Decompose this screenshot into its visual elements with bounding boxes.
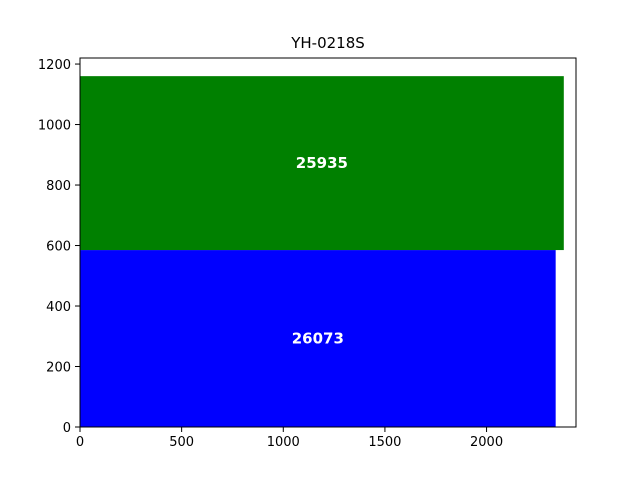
bar-label-26073: 26073 bbox=[292, 330, 344, 348]
x-tick-label: 0 bbox=[76, 435, 84, 450]
chart-title: YH-0218S bbox=[290, 34, 365, 52]
y-tick-label: 1000 bbox=[38, 119, 71, 134]
y-tick-label: 200 bbox=[46, 361, 71, 376]
bar-label-25935: 25935 bbox=[296, 154, 348, 172]
x-tick-label: 2000 bbox=[470, 435, 503, 450]
bar-25935 bbox=[80, 76, 564, 251]
y-tick-label: 0 bbox=[63, 421, 71, 436]
y-tick-label: 400 bbox=[46, 300, 71, 315]
y-tick-label: 1200 bbox=[38, 58, 71, 73]
plot-area: 26073 25935 0 500 1000 1500 2000 0 200 400 600 800 1… bbox=[38, 57, 577, 450]
axes-frame bbox=[79, 57, 577, 428]
x-tick-label: 1500 bbox=[368, 435, 401, 450]
bar-26073 bbox=[80, 250, 556, 427]
x-tick-label: 500 bbox=[169, 435, 194, 450]
x-tick-label: 1000 bbox=[267, 435, 300, 450]
y-tick-label: 600 bbox=[46, 240, 71, 255]
y-tick-label: 800 bbox=[46, 179, 71, 194]
